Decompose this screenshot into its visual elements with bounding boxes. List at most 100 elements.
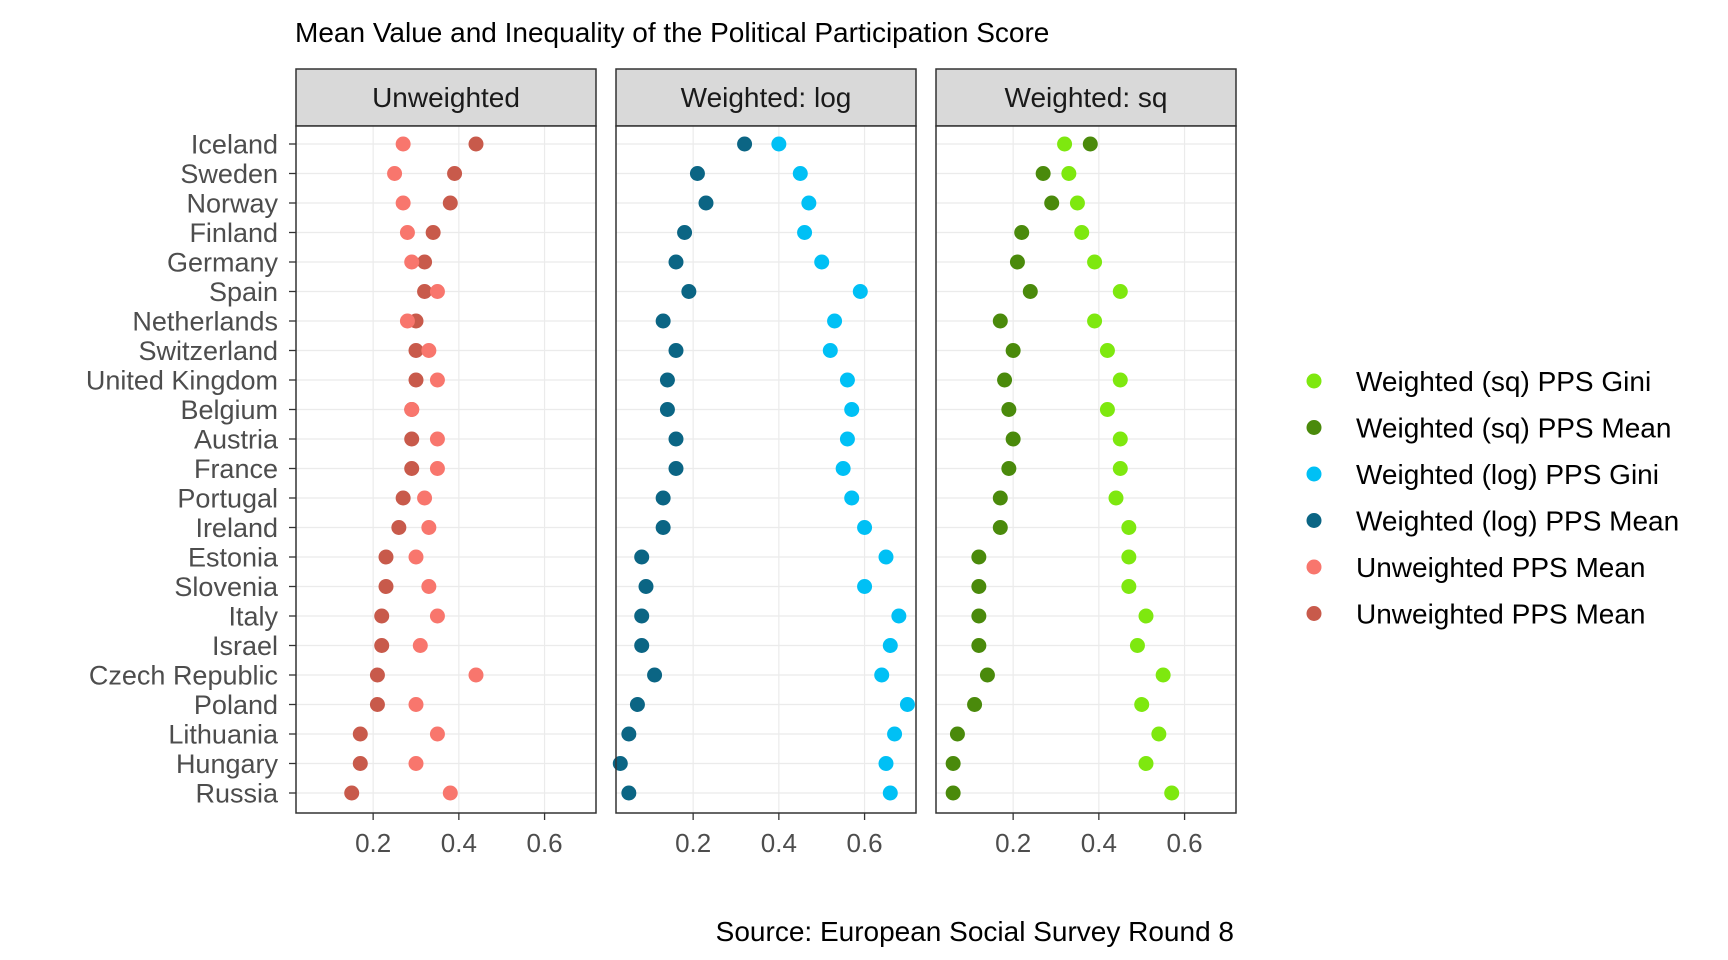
panel-background (616, 126, 916, 813)
data-point (647, 667, 663, 683)
data-point (979, 667, 995, 683)
data-point (1138, 756, 1154, 771)
data-point (792, 166, 808, 181)
data-point (399, 313, 415, 329)
data-point (1099, 343, 1115, 358)
data-point (404, 254, 420, 270)
data-point (447, 166, 463, 181)
facet-panels: Unweighted 0.2 0.4 0.6 Weighted: log 0.2 0.4 0.… (295, 68, 1237, 858)
data-point (992, 313, 1008, 329)
data-point (417, 254, 433, 270)
y-tick-label: Italy (228, 602, 278, 632)
data-point (668, 461, 684, 476)
data-point (852, 284, 868, 299)
data-point (992, 490, 1008, 506)
data-point (378, 549, 394, 565)
data-point (429, 284, 445, 299)
panel-border (615, 125, 917, 814)
data-point (634, 608, 650, 624)
data-point (655, 520, 671, 535)
y-tick-label: Slovenia (174, 572, 279, 602)
data-point (1014, 225, 1030, 240)
series-points (771, 136, 915, 801)
data-point (844, 402, 860, 417)
panel-border (935, 125, 1237, 814)
data-point (899, 697, 915, 712)
y-tick-label: Austria (194, 425, 279, 455)
legend-key (1306, 559, 1322, 575)
data-point (971, 608, 987, 624)
data-point (997, 372, 1013, 388)
data-point (408, 697, 424, 712)
x-tick-label: 0.4 (441, 828, 477, 858)
facet-strip (295, 68, 597, 127)
x-tick-label: 0.4 (1081, 828, 1117, 858)
data-point (1121, 520, 1137, 535)
data-point (404, 461, 420, 476)
data-point (882, 638, 898, 653)
legend-item: Unweighted PPS Mean (1306, 552, 1646, 583)
legend-label: Unweighted PPS Mean (1356, 552, 1646, 583)
data-point (429, 372, 445, 388)
data-point (399, 225, 415, 240)
data-point (1087, 313, 1103, 329)
legend-label: Weighted (log) PPS Mean (1356, 506, 1679, 537)
facet-panel: Unweighted 0.2 0.4 0.6 (295, 68, 597, 858)
data-point (689, 166, 705, 181)
y-tick-label: Estonia (188, 543, 279, 573)
data-point (1121, 549, 1137, 565)
data-point (827, 313, 843, 329)
data-point (421, 520, 437, 535)
data-point (878, 756, 894, 771)
y-tick-label: Hungary (176, 749, 279, 779)
facet-strip-label: Weighted: log (681, 82, 852, 113)
data-point (1001, 461, 1017, 476)
series-points (1057, 136, 1180, 801)
facet-strip (615, 68, 917, 127)
data-point (408, 756, 424, 771)
legend-item: Unweighted PPS Mean (1306, 599, 1646, 630)
y-tick-label: Israel (212, 631, 278, 661)
data-point (971, 579, 987, 594)
facet-panel: Weighted: log 0.2 0.4 0.6 (612, 68, 917, 858)
data-point (352, 726, 368, 742)
panel-background (936, 126, 1236, 813)
data-point (395, 490, 411, 506)
x-tick-label: 0.4 (761, 828, 797, 858)
data-point (1061, 166, 1077, 181)
y-axis-country-labels: IcelandSwedenNorwayFinlandGermanySpainNe… (86, 130, 296, 809)
data-point (949, 726, 965, 742)
data-point (659, 372, 675, 388)
data-point (1005, 343, 1021, 358)
chart-caption: Source: European Social Survey Round 8 (716, 916, 1234, 947)
data-point (391, 520, 407, 535)
data-point (878, 549, 894, 565)
data-point (629, 697, 645, 712)
data-point (1099, 402, 1115, 417)
data-point (992, 520, 1008, 535)
facet-strip-label: Unweighted (372, 82, 520, 113)
legend-item: Weighted (log) PPS Gini (1306, 459, 1659, 490)
data-point (374, 638, 390, 653)
data-point (442, 785, 458, 801)
data-point (621, 726, 637, 742)
data-point (844, 490, 860, 506)
data-point (857, 520, 873, 535)
data-point (668, 431, 684, 447)
data-point (408, 343, 424, 358)
data-point (1069, 195, 1085, 211)
data-point (1112, 431, 1128, 447)
data-point (395, 136, 411, 152)
data-point (737, 136, 753, 152)
data-point (1134, 697, 1150, 712)
legend-item: Weighted (sq) PPS Gini (1306, 366, 1651, 397)
data-point (1035, 166, 1051, 181)
data-point (634, 638, 650, 653)
data-point (374, 608, 390, 624)
legend-key (1306, 513, 1322, 528)
data-point (967, 697, 983, 712)
legend-label: Weighted (sq) PPS Gini (1356, 366, 1651, 397)
data-point (417, 284, 433, 299)
data-point (1082, 136, 1098, 152)
facet-strip (935, 68, 1237, 127)
